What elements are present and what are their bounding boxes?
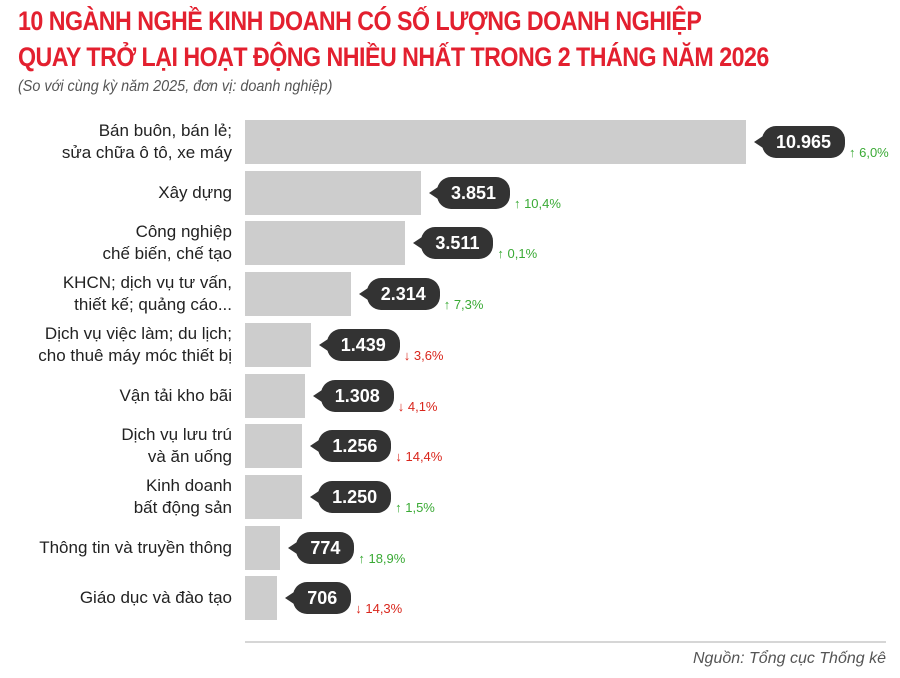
change-label: ↑ 1,5% xyxy=(395,499,435,515)
chart-subtitle: (So với cùng kỳ năm 2025, đơn vị: doanh … xyxy=(18,78,333,95)
change-label: ↓ 4,1% xyxy=(397,398,438,414)
change-label: ↓ 14,4% xyxy=(395,449,443,465)
change-label: ↓ 3,6% xyxy=(403,347,444,363)
category-label: Xây dựng xyxy=(158,182,232,202)
bar xyxy=(245,576,278,621)
category-label: Bán buôn, bán lẻ; sửa chữa ô tô, xe máy xyxy=(61,121,232,162)
value-label: 10.965 xyxy=(753,126,846,158)
category-label: Công nghiệp chế biến, chế tạo xyxy=(102,222,232,264)
change-label: ↑ 7,3% xyxy=(443,297,484,313)
value-label: 706 xyxy=(285,582,352,615)
chart-title-line-2: QUAY TRỞ LẠI HOẠT ĐỘNG NHIỀU NHẤT TRONG … xyxy=(18,42,769,72)
source-note: Nguồn: Tổng cục Thống kê xyxy=(692,650,886,667)
category-label: Giáo dục và đào tạo xyxy=(79,588,232,608)
bar xyxy=(245,221,406,266)
chart-title-line-1: 10 NGÀNH NGHỀ KINH DOANH CÓ SỐ LƯỢNG DOA… xyxy=(18,6,702,36)
baseline xyxy=(245,641,886,643)
category-label: Vận tải kho bãi xyxy=(119,385,232,405)
category-label: Dịch vụ việc làm; du lịch; cho thuê máy … xyxy=(38,323,232,365)
value-label: 1.256 xyxy=(310,430,392,463)
bar xyxy=(245,474,303,519)
bar xyxy=(245,373,305,418)
value-label: 1.308 xyxy=(312,379,394,412)
value-label: 3.851 xyxy=(428,176,510,209)
value-label: 774 xyxy=(288,531,355,564)
change-label: ↑ 18,9% xyxy=(358,550,406,566)
bar xyxy=(245,525,281,570)
category-label: Kinh doanh bất động sản xyxy=(133,475,232,517)
change-label: ↑ 0,1% xyxy=(497,246,538,262)
value-label: 3.511 xyxy=(413,227,494,260)
change-label: ↑ 10,4% xyxy=(513,195,561,211)
category-label: KHCN; dịch vụ tư vấn, thiết kế; quảng cá… xyxy=(62,273,232,315)
category-label: Dịch vụ lưu trú và ăn uống xyxy=(121,425,232,467)
bar xyxy=(245,120,746,164)
value-label: 1.250 xyxy=(310,480,392,513)
change-label: ↑ 6,0% xyxy=(849,145,889,160)
category-label: Thông tin và truyền thông xyxy=(39,537,232,557)
value-label: 2.314 xyxy=(358,278,440,311)
value-label: 1.439 xyxy=(318,328,400,361)
bar xyxy=(245,424,303,469)
bar xyxy=(245,272,351,317)
bar xyxy=(245,170,421,215)
bar xyxy=(245,322,311,367)
change-label: ↓ 14,3% xyxy=(355,601,403,617)
